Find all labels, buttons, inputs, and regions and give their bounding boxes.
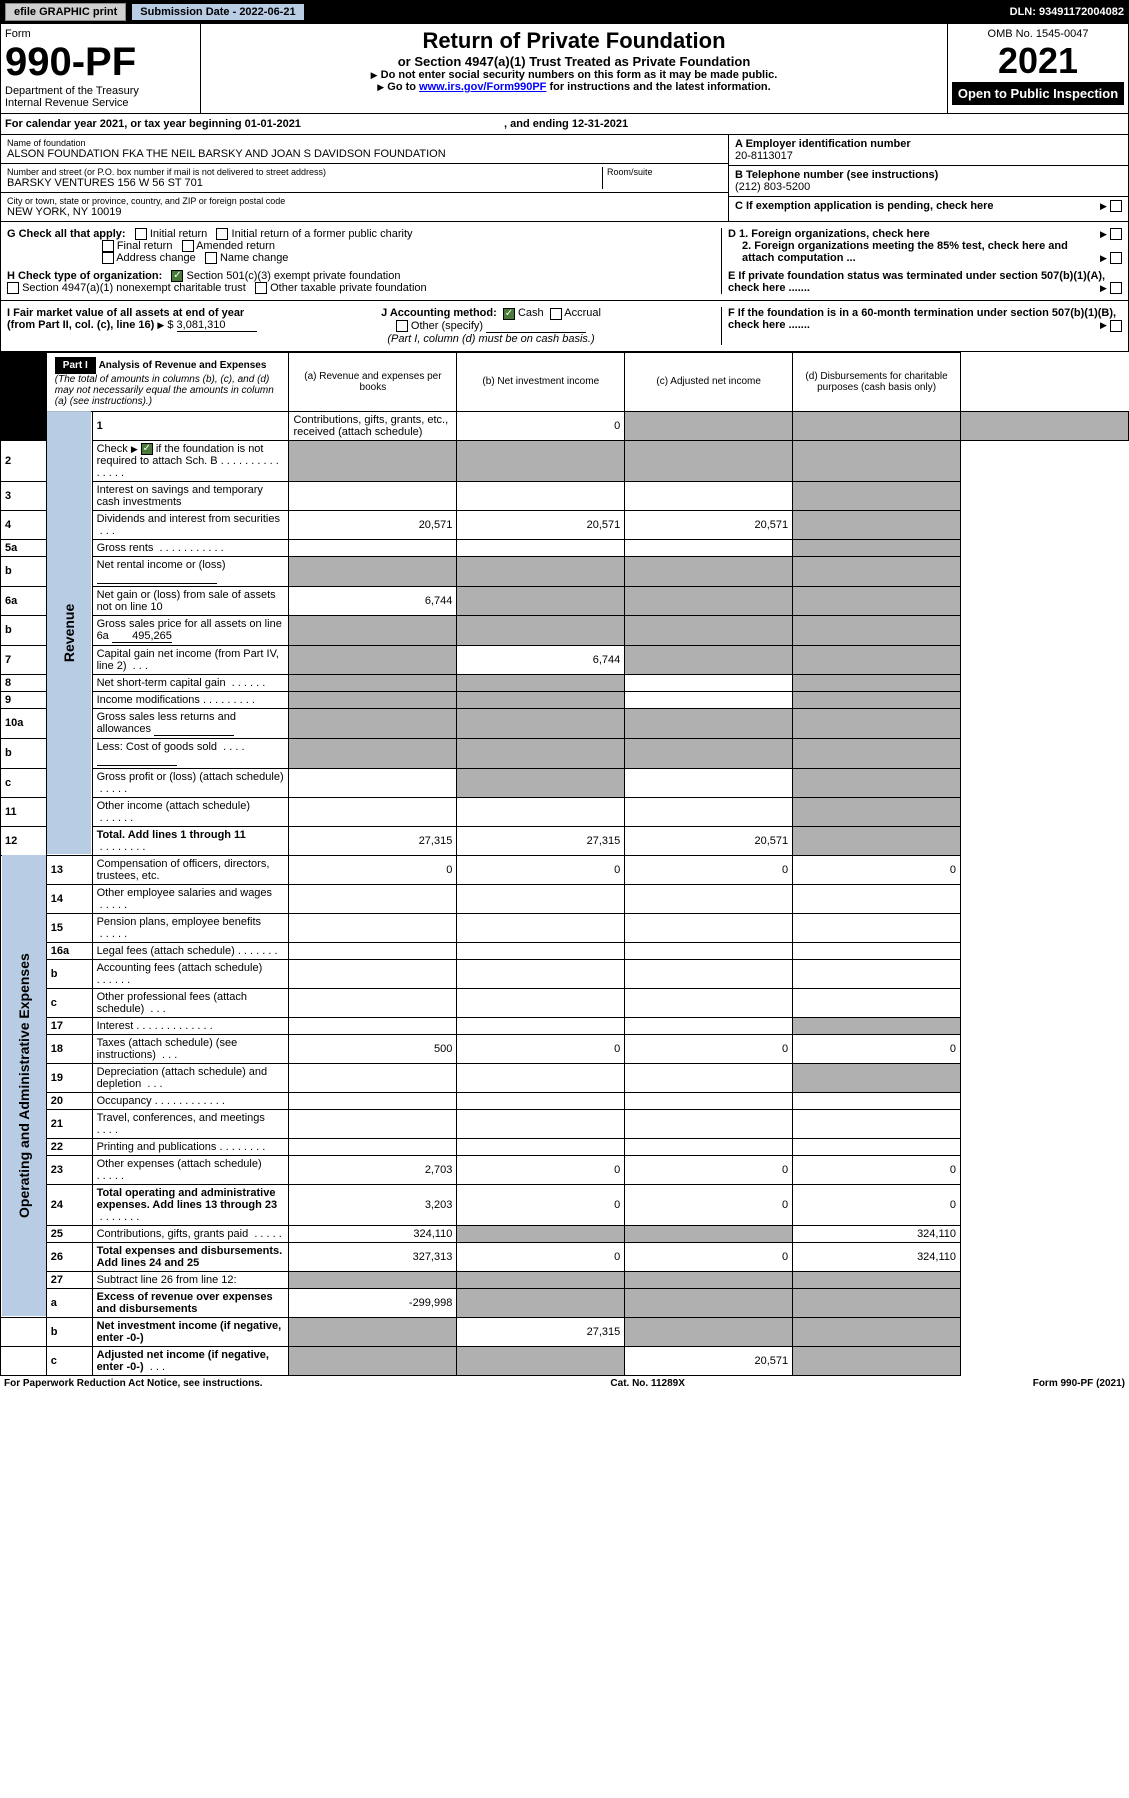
section-i-j-f-row: I Fair market value of all assets at end… bbox=[0, 301, 1129, 351]
addr-label: Number and street (or P.O. box number if… bbox=[7, 167, 602, 177]
section-j-note: (Part I, column (d) must be on cash basi… bbox=[387, 333, 594, 345]
footer-left: For Paperwork Reduction Act Notice, see … bbox=[4, 1378, 263, 1389]
other-taxable-checkbox[interactable] bbox=[255, 282, 267, 294]
omb-number: OMB No. 1545-0047 bbox=[952, 28, 1124, 40]
top-bar: efile GRAPHIC print Submission Date - 20… bbox=[0, 0, 1129, 24]
foundation-address: BARSKY VENTURES 156 W 56 ST 701 bbox=[7, 177, 602, 189]
section-j-label: J Accounting method: bbox=[381, 307, 497, 319]
f-checkbox[interactable] bbox=[1110, 320, 1122, 332]
col-b-header: (b) Net investment income bbox=[457, 352, 625, 411]
note-1: Do not enter social security numbers on … bbox=[205, 69, 943, 81]
open-to-public: Open to Public Inspection bbox=[952, 82, 1124, 105]
name-label: Name of foundation bbox=[7, 138, 722, 148]
e-checkbox[interactable] bbox=[1110, 282, 1122, 294]
submission-date: Submission Date - 2022-06-21 bbox=[132, 4, 303, 20]
section-d2: 2. Foreign organizations meeting the 85%… bbox=[742, 240, 1122, 264]
section-h: H Check type of organization: Section 50… bbox=[7, 270, 715, 294]
d1-checkbox[interactable] bbox=[1110, 228, 1122, 240]
tax-year: 2021 bbox=[952, 40, 1124, 82]
col-c-header: (c) Adjusted net income bbox=[625, 352, 793, 411]
schb-checkbox[interactable] bbox=[141, 443, 153, 455]
cash-checkbox[interactable] bbox=[503, 308, 515, 320]
section-e: E If private foundation status was termi… bbox=[728, 270, 1122, 294]
col-a-header: (a) Revenue and expenses per books bbox=[289, 352, 457, 411]
foundation-city: NEW YORK, NY 10019 bbox=[7, 206, 722, 218]
page-footer: For Paperwork Reduction Act Notice, see … bbox=[0, 1376, 1129, 1391]
part1-title: Analysis of Revenue and Expenses bbox=[99, 360, 267, 371]
fmv-value: 3,081,310 bbox=[177, 319, 257, 332]
form-title: Return of Private Foundation bbox=[205, 28, 943, 54]
foundation-name: ALSON FOUNDATION FKA THE NEIL BARSKY AND… bbox=[7, 148, 722, 160]
col-d-header: (d) Disbursements for charitable purpose… bbox=[793, 352, 961, 411]
section-g-h-row: G Check all that apply: Initial return I… bbox=[0, 222, 1129, 301]
note-2: Go to www.irs.gov/Form990PF for instruct… bbox=[205, 81, 943, 93]
name-change-checkbox[interactable] bbox=[205, 252, 217, 264]
foundation-meta: Name of foundation ALSON FOUNDATION FKA … bbox=[0, 135, 1129, 222]
part1-note: (The total of amounts in columns (b), (c… bbox=[55, 374, 274, 407]
4947a1-checkbox[interactable] bbox=[7, 282, 19, 294]
form-word: Form bbox=[5, 28, 196, 40]
section-c-label: C If exemption application is pending, c… bbox=[735, 200, 994, 212]
accrual-checkbox[interactable] bbox=[550, 308, 562, 320]
efile-print-button[interactable]: efile GRAPHIC print bbox=[5, 3, 126, 21]
initial-return-checkbox[interactable] bbox=[135, 228, 147, 240]
section-g: G Check all that apply: Initial return I… bbox=[7, 228, 715, 264]
amended-return-checkbox[interactable] bbox=[182, 240, 194, 252]
form990pf-link[interactable]: www.irs.gov/Form990PF bbox=[419, 81, 546, 93]
revenue-side-label: Revenue bbox=[46, 411, 92, 855]
ein-label: A Employer identification number bbox=[735, 138, 1122, 150]
footer-right: Form 990-PF (2021) bbox=[1033, 1378, 1125, 1389]
ein-value: 20-8113017 bbox=[735, 150, 1122, 162]
section-f: F If the foundation is in a 60-month ter… bbox=[728, 307, 1122, 331]
address-change-checkbox[interactable] bbox=[102, 252, 114, 264]
section-c-checkbox[interactable] bbox=[1110, 200, 1122, 212]
phone-value: (212) 803-5200 bbox=[735, 181, 1122, 193]
expenses-side-label: Operating and Administrative Expenses bbox=[1, 855, 47, 1317]
d2-checkbox[interactable] bbox=[1110, 252, 1122, 264]
initial-former-checkbox[interactable] bbox=[216, 228, 228, 240]
calendar-year-row: For calendar year 2021, or tax year begi… bbox=[0, 114, 1129, 135]
final-return-checkbox[interactable] bbox=[102, 240, 114, 252]
part1-label: Part I bbox=[55, 357, 96, 374]
footer-center: Cat. No. 11289X bbox=[610, 1378, 684, 1389]
form-header: Form 990-PF Department of the Treasury I… bbox=[0, 24, 1129, 114]
501c3-checkbox[interactable] bbox=[171, 270, 183, 282]
form-subtitle: or Section 4947(a)(1) Trust Treated as P… bbox=[205, 54, 943, 69]
form-number: 990-PF bbox=[5, 40, 196, 85]
part1-table: Part I Analysis of Revenue and Expenses … bbox=[0, 352, 1129, 1376]
city-label: City or town, state or province, country… bbox=[7, 196, 722, 206]
section-d1: D 1. Foreign organizations, check here bbox=[728, 228, 1122, 240]
dln: DLN: 93491172004082 bbox=[1010, 6, 1124, 18]
dept-label: Department of the Treasury bbox=[5, 85, 196, 97]
room-label: Room/suite bbox=[607, 167, 722, 177]
phone-label: B Telephone number (see instructions) bbox=[735, 169, 1122, 181]
irs-label: Internal Revenue Service bbox=[5, 97, 196, 109]
other-method-checkbox[interactable] bbox=[396, 320, 408, 332]
